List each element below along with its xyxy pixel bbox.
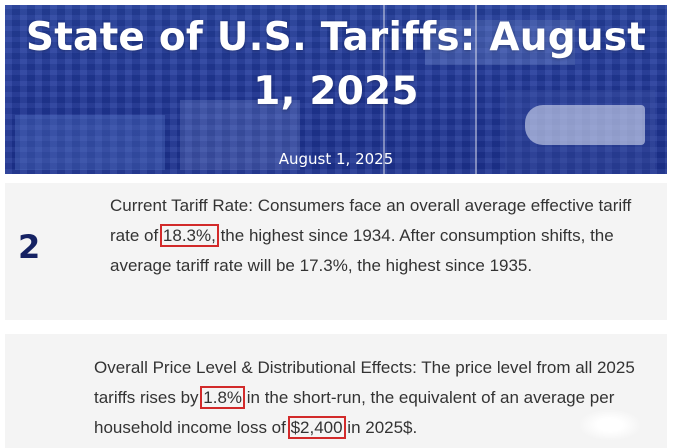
finding-text-part: in the short-run, the equivalent of an a… (94, 388, 615, 437)
ship-image (525, 105, 645, 145)
finding-text: Current Tariff Rate: Consumers face an o… (110, 191, 660, 281)
publish-date: August 1, 2025 (278, 150, 394, 168)
hero-banner: State of U.S. Tariffs: August 1, 2025 Au… (5, 5, 667, 174)
container-stack-image (15, 115, 165, 170)
finding-card-tariff-rate: 2 Current Tariff Rate: Consumers face an… (5, 183, 667, 320)
finding-text: Overall Price Level & Distributional Eff… (94, 353, 664, 443)
corner-fade-decoration (580, 410, 640, 440)
finding-text-part: the highest since 1934. After consumptio… (110, 226, 614, 275)
finding-number: 2 (18, 228, 41, 266)
highlighted-value: $2,400 (287, 416, 346, 439)
finding-text-part: Current Tariff Rate: Consumers face an o… (110, 196, 632, 245)
highlighted-value: 18.3%, (159, 224, 219, 247)
container-stack-image (425, 20, 575, 65)
finding-text-part: Overall Price Level & Distributional Eff… (94, 358, 635, 407)
crane-image (475, 5, 477, 174)
crane-image (383, 5, 385, 174)
container-stack-image (180, 100, 300, 170)
finding-card-price-level: Overall Price Level & Distributional Eff… (5, 334, 667, 448)
finding-text-part: in 2025$. (342, 418, 418, 437)
page-title: State of U.S. Tariffs: August 1, 2025 (25, 15, 647, 114)
highlighted-value: 1.8% (200, 386, 246, 409)
